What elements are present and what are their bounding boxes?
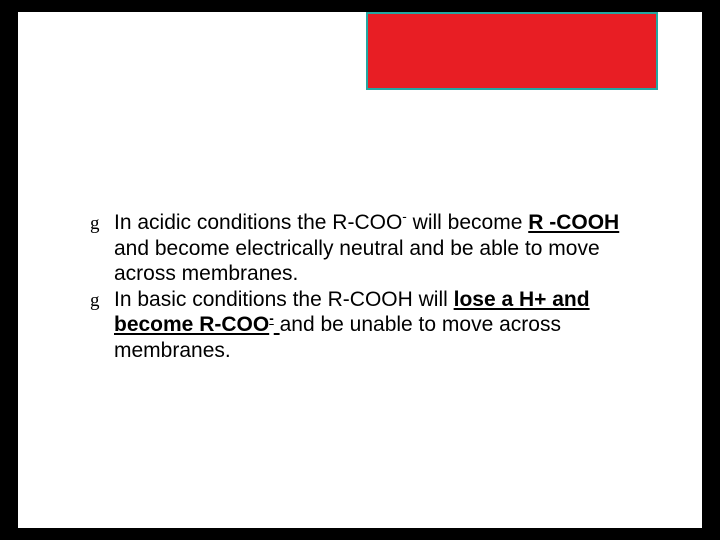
bullet-item: g In basic conditions the R-COOH will los… (90, 287, 650, 364)
bullet-text: In acidic conditions the R-COO- will bec… (114, 211, 619, 285)
body-text: g In acidic conditions the R-COO- will be… (90, 210, 650, 364)
bullet-glyph: g (90, 289, 100, 312)
bullet-item: g In acidic conditions the R-COO- will be… (90, 210, 650, 287)
bullet-text: In basic conditions the R-COOH will lose… (114, 288, 590, 362)
title-placeholder-box (366, 12, 658, 90)
bullet-glyph: g (90, 212, 100, 235)
slide-canvas: g In acidic conditions the R-COO- will be… (18, 12, 702, 528)
